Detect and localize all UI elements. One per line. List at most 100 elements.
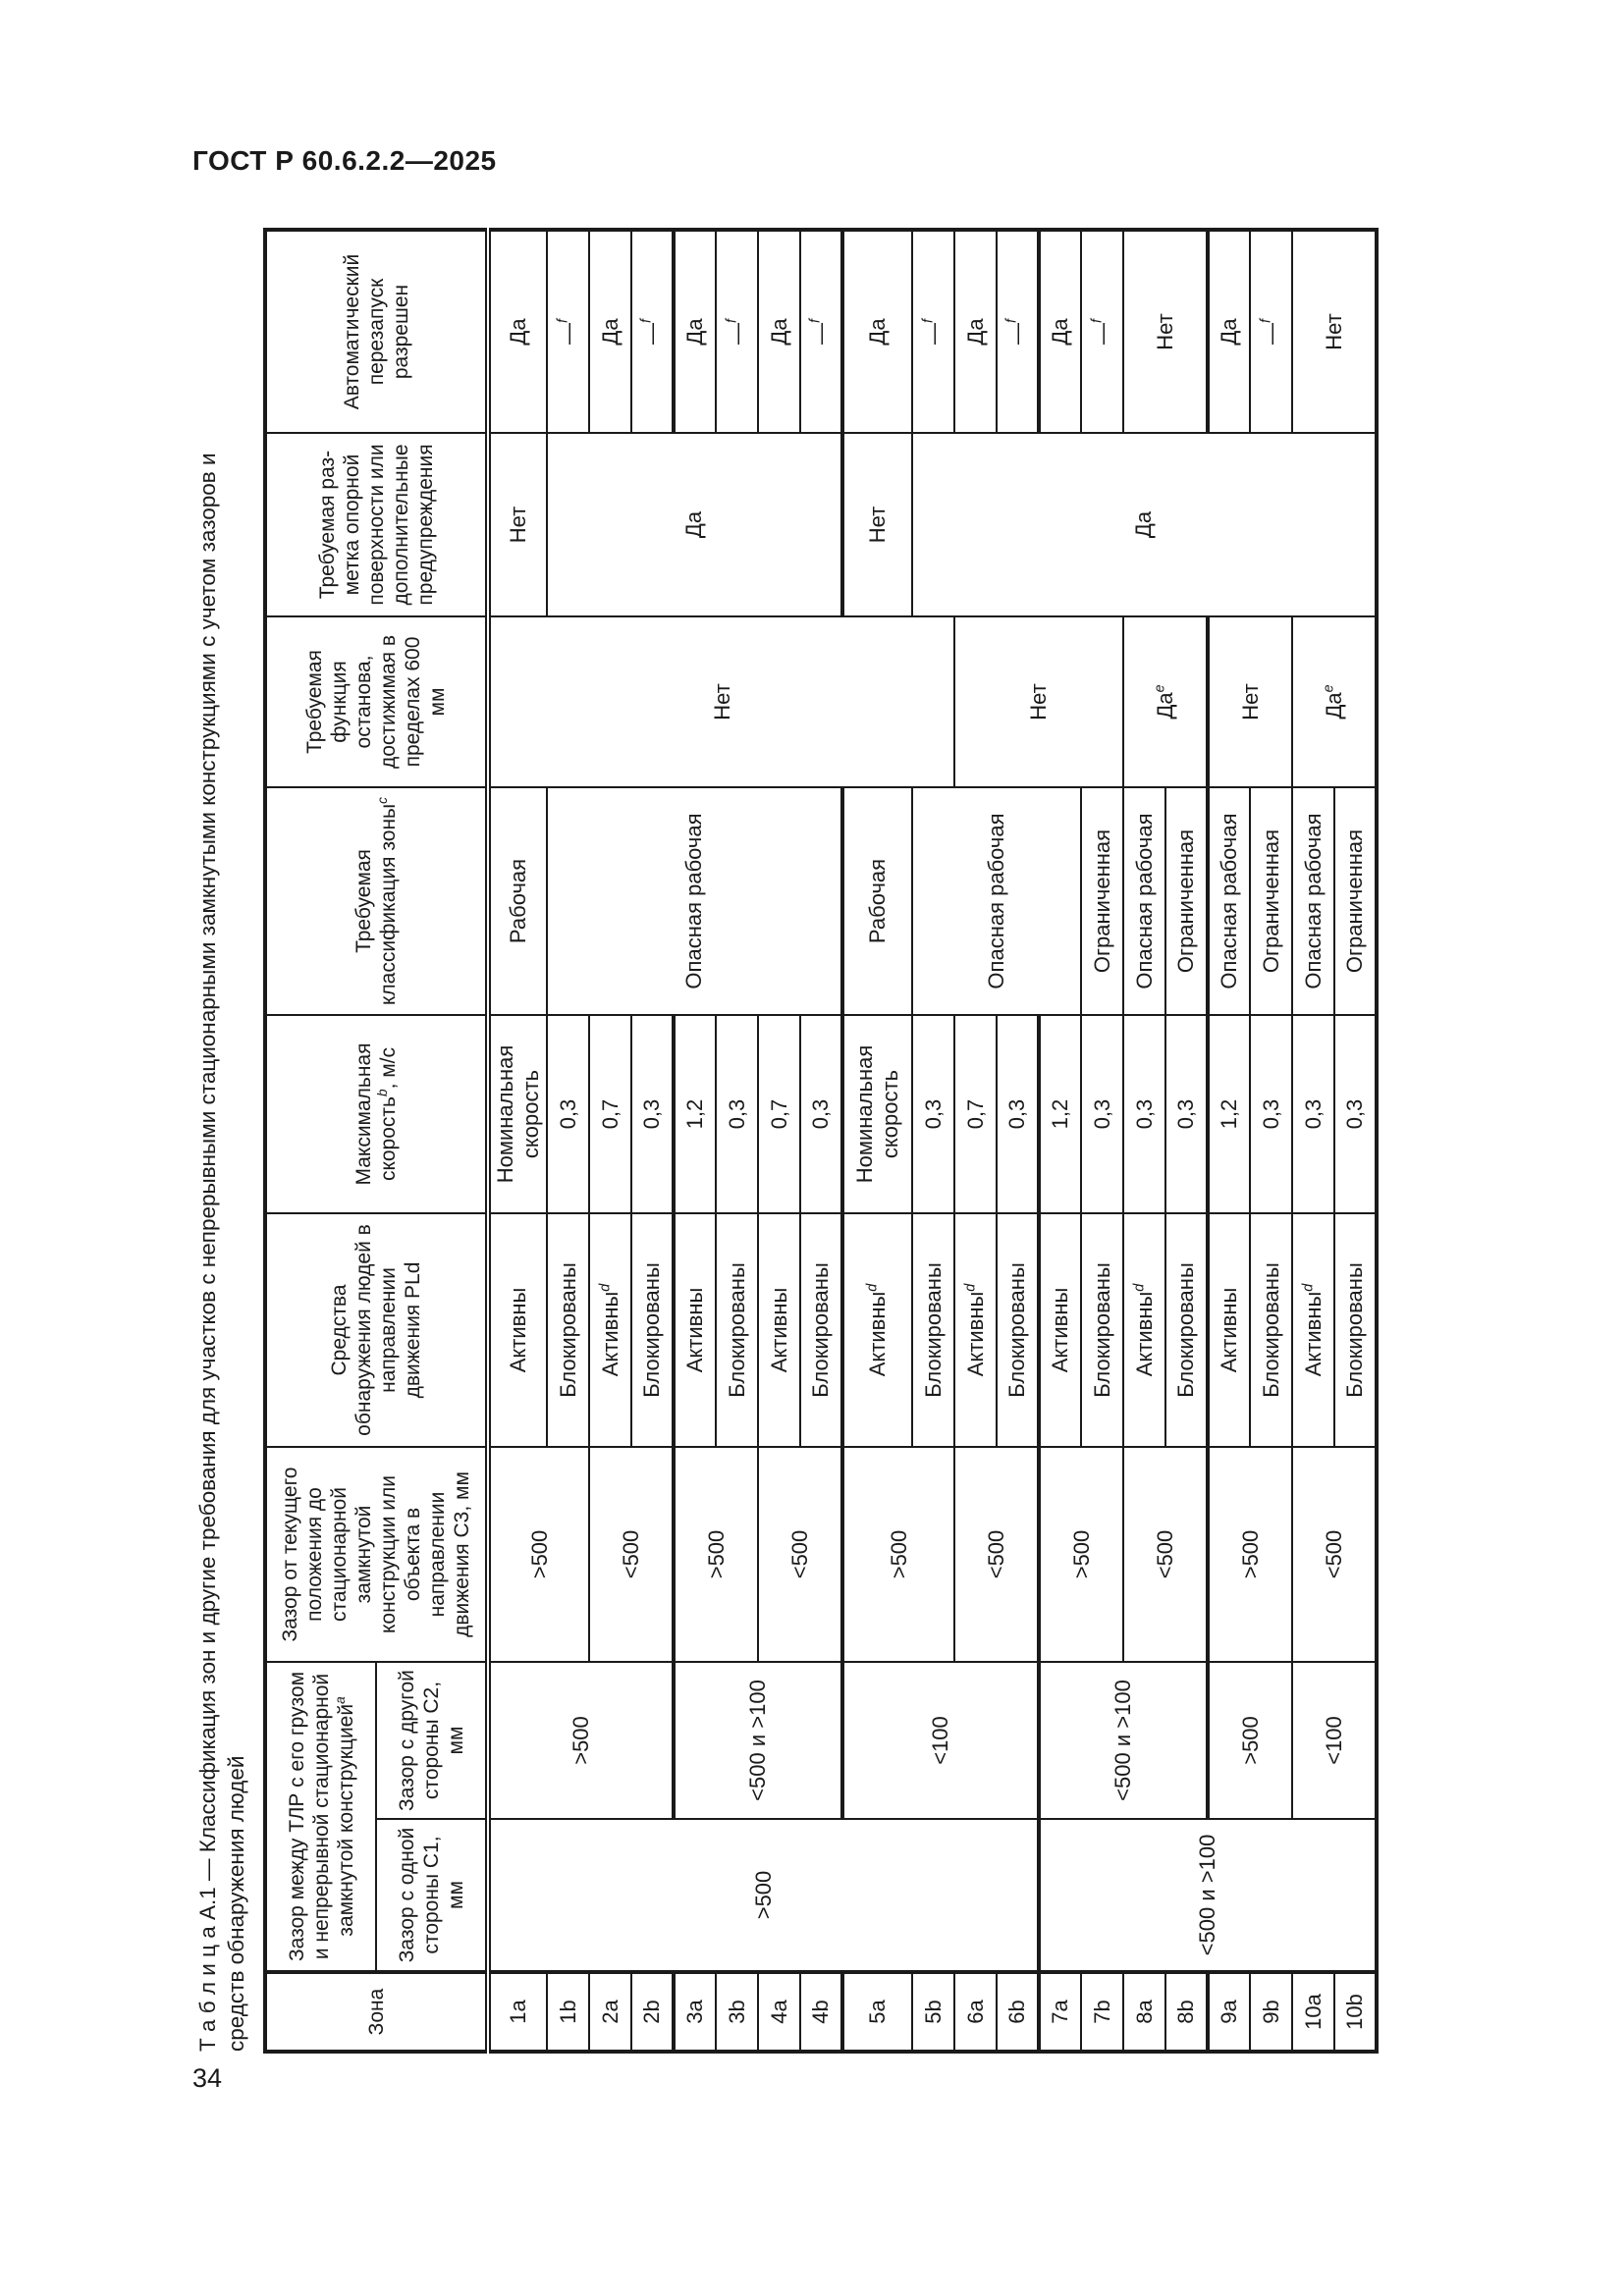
cell-c3-7a: >500	[1039, 1447, 1123, 1662]
cell-detection-5a: Активныd	[842, 1213, 912, 1447]
cell-detection-6a: Активныd	[954, 1213, 997, 1447]
cell-speed-10b: 0,3	[1334, 1015, 1377, 1213]
cell-speed-5a: Номинальная скорость	[842, 1015, 912, 1213]
table-title-line2: средств обнаружения людей	[224, 1755, 248, 2053]
cell-stop-9a: Нет	[1208, 616, 1292, 787]
cell-classification-7b: Ограниченная	[1081, 787, 1123, 1015]
cell-c3-8a: <500	[1123, 1447, 1208, 1662]
cell-restart-1b: —f	[547, 230, 589, 433]
cell-classification-10a: Опасная рабочая	[1292, 787, 1334, 1015]
cell-marking-5b: Да	[912, 433, 1377, 616]
cell-c2-3a: <500 и >100	[674, 1662, 842, 1819]
zone-cell-2b: 2b	[631, 1972, 674, 2052]
zone-cell-3a: 3a	[674, 1972, 716, 2052]
cell-speed-5b: 0,3	[912, 1015, 954, 1213]
cell-detection-8b: Блокированы	[1165, 1213, 1208, 1447]
header-speed: Максимальная скоростьb, м/с	[265, 1015, 488, 1213]
cell-c3-6a: <500	[954, 1447, 1039, 1662]
cell-c3-5a: >500	[842, 1447, 954, 1662]
zone-cell-6a: 6a	[954, 1972, 997, 2052]
cell-speed-9b: 0,3	[1250, 1015, 1292, 1213]
zone-cell-10b: 10b	[1334, 1972, 1377, 2052]
cell-restart-7a: Да	[1039, 230, 1081, 433]
cell-classification-9a: Опасная рабочая	[1208, 787, 1250, 1015]
cell-stop-10a: Даe	[1292, 616, 1377, 787]
cell-restart-9a: Да	[1208, 230, 1250, 433]
cell-classification-9b: Ограниченная	[1250, 787, 1292, 1015]
cell-c2-1a: >500	[488, 1662, 674, 1819]
zone-cell-10a: 10a	[1292, 1972, 1334, 2052]
header-detection: Средства обнаружения людей в направлении…	[265, 1213, 488, 1447]
header-stop: Требуемая функция останова, достижимая в…	[265, 616, 488, 787]
cell-speed-8b: 0,3	[1165, 1015, 1208, 1213]
cell-detection-2a: Активныd	[589, 1213, 631, 1447]
cell-c3-3a: >500	[674, 1447, 758, 1662]
cell-restart-6b: —f	[997, 230, 1039, 433]
cell-classification-5b: Опасная рабочая	[912, 787, 1081, 1015]
cell-restart-7b: —f	[1081, 230, 1123, 433]
cell-c3-4a: <500	[758, 1447, 842, 1662]
cell-speed-6a: 0,7	[954, 1015, 997, 1213]
rotated-table-block: Т а б л и ц а А.1 — Классификация зон и …	[193, 228, 1379, 2054]
cell-stop-8a: Даe	[1123, 616, 1208, 787]
cell-speed-4a: 0,7	[758, 1015, 800, 1213]
cell-c2-5a: <100	[842, 1662, 1039, 1819]
cell-restart-4a: Да	[758, 230, 800, 433]
page-number: 34	[192, 2063, 223, 2093]
cell-restart-9b: —f	[1250, 230, 1292, 433]
cell-speed-6b: 0,3	[997, 1015, 1039, 1213]
cell-c1-1a: >500	[488, 1819, 1039, 1972]
cell-speed-3a: 1,2	[674, 1015, 716, 1213]
zone-cell-2a: 2a	[589, 1972, 631, 2052]
cell-restart-10a: Нет	[1292, 230, 1377, 433]
header-c1: Зазор с одной стороны С1, мм	[376, 1819, 488, 1972]
header-classification: Требуемая классификация зоныc	[265, 787, 488, 1015]
cell-restart-3a: Да	[674, 230, 716, 433]
cell-detection-6b: Блокированы	[997, 1213, 1039, 1447]
zone-cell-7a: 7a	[1039, 1972, 1081, 2052]
table-title: Т а б л и ц а А.1 — Классификация зон и …	[193, 234, 250, 2052]
cell-speed-3b: 0,3	[716, 1015, 758, 1213]
zone-cell-7b: 7b	[1081, 1972, 1123, 2052]
header-c3: Зазор от текущего положения до стационар…	[265, 1447, 488, 1662]
cell-restart-2b: —f	[631, 230, 674, 433]
cell-restart-5a: Да	[842, 230, 912, 433]
cell-marking-1a: Нет	[488, 433, 547, 616]
cell-marking-1b: Да	[547, 433, 842, 616]
cell-detection-5b: Блокированы	[912, 1213, 954, 1447]
cell-classification-8b: Ограниченная	[1165, 787, 1208, 1015]
cell-speed-7b: 0,3	[1081, 1015, 1123, 1213]
cell-detection-9a: Активны	[1208, 1213, 1250, 1447]
cell-c3-2a: <500	[589, 1447, 674, 1662]
cell-c3-1a: >500	[488, 1447, 589, 1662]
header-marking: Требуемая раз-метка опорной поверхности …	[265, 433, 488, 616]
zone-cell-3b: 3b	[716, 1972, 758, 2052]
cell-stop-6a: Нет	[954, 616, 1123, 787]
cell-detection-4a: Активны	[758, 1213, 800, 1447]
zone-cell-1b: 1b	[547, 1972, 589, 2052]
cell-c2-10a: <100	[1292, 1662, 1377, 1819]
cell-classification-5a: Рабочая	[842, 787, 912, 1015]
zone-cell-8a: 8a	[1123, 1972, 1165, 2052]
zone-cell-9a: 9a	[1208, 1972, 1250, 2052]
header-zona: Зона	[265, 1972, 488, 2052]
cell-detection-10a: Активныd	[1292, 1213, 1334, 1447]
header-clearance-group: Зазор между ТЛР с его грузом и непрерывн…	[265, 1662, 376, 1972]
cell-speed-10a: 0,3	[1292, 1015, 1334, 1213]
cell-speed-2b: 0,3	[631, 1015, 674, 1213]
zone-cell-1a: 1a	[488, 1972, 547, 2052]
cell-detection-10b: Блокированы	[1334, 1213, 1377, 1447]
zone-cell-5a: 5a	[842, 1972, 912, 2052]
cell-detection-3a: Активны	[674, 1213, 716, 1447]
cell-c2-9a: >500	[1208, 1662, 1292, 1819]
cell-stop-1a: Нет	[488, 616, 954, 787]
cell-restart-8a: Нет	[1123, 230, 1208, 433]
cell-speed-2a: 0,7	[589, 1015, 631, 1213]
zone-cell-9b: 9b	[1250, 1972, 1292, 2052]
zone-cell-8b: 8b	[1165, 1972, 1208, 2052]
header-restart: Автоматический перезапуск разрешен	[265, 230, 488, 433]
cell-c3-10a: <500	[1292, 1447, 1377, 1662]
cell-classification-10b: Ограниченная	[1334, 787, 1377, 1015]
cell-detection-4b: Блокированы	[800, 1213, 842, 1447]
zone-cell-4b: 4b	[800, 1972, 842, 2052]
